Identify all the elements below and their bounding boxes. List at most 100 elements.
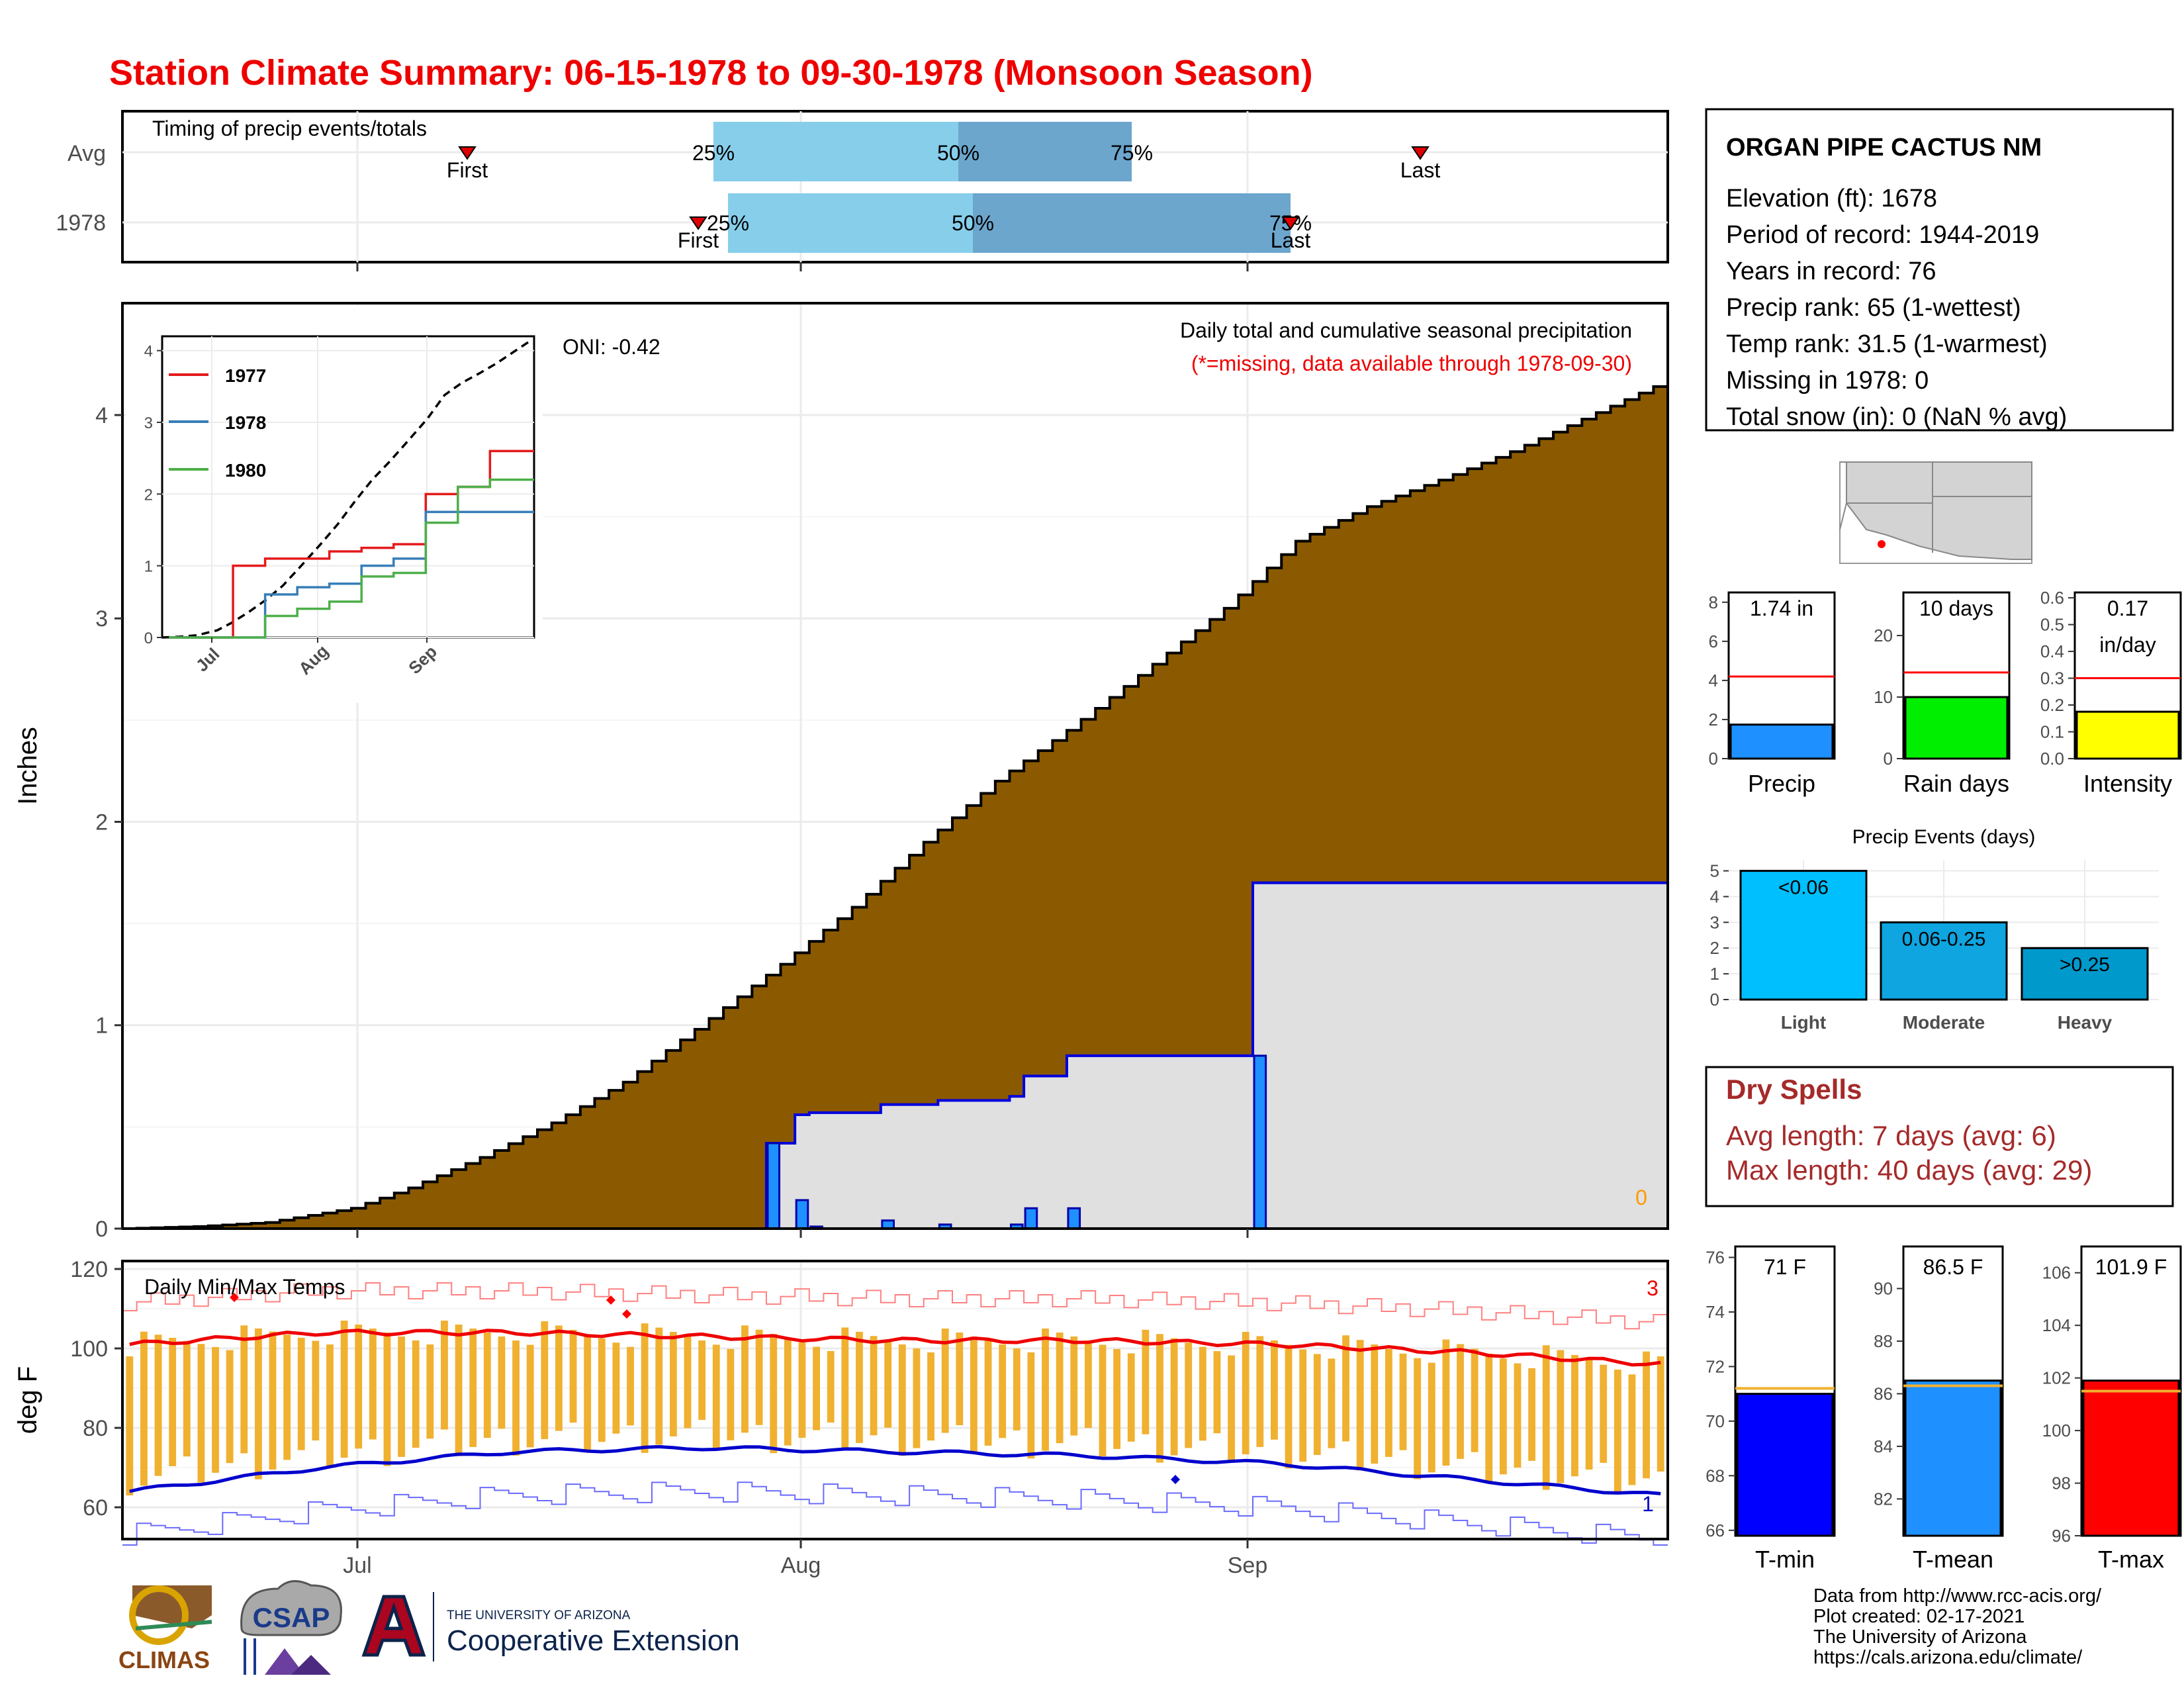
temp-bar-tick-label: 82 (1874, 1489, 1893, 1509)
temp-range-bar (1371, 1344, 1379, 1464)
y-tick-label: 4 (95, 403, 108, 428)
temp-bar-label: T-mean (1913, 1546, 1993, 1573)
temp-range-bar (1271, 1340, 1278, 1440)
temp-range-bar (1442, 1339, 1450, 1466)
yr-last-marker (1281, 216, 1300, 230)
temp-bar-tick-label: 74 (1706, 1302, 1725, 1322)
temp-range-bar (483, 1333, 491, 1438)
temp-range-bar (1185, 1342, 1193, 1448)
temp-bar-value-text: 101.9 F (2095, 1255, 2167, 1279)
temp-bar-tick-label: 98 (2052, 1474, 2071, 1493)
temp-range-bar (684, 1336, 692, 1429)
temp-range-bar (1514, 1363, 1522, 1468)
avg-min-line (129, 1445, 1661, 1495)
temp-range-bar (1328, 1358, 1336, 1448)
temp-range-bar (269, 1331, 277, 1470)
temp-range-bar (1414, 1358, 1422, 1479)
mini-tick-label: 0.2 (2040, 695, 2064, 715)
mini-value-text: in/day (2099, 633, 2156, 657)
temp-range-bar (856, 1331, 863, 1443)
temp-range-bar (598, 1338, 606, 1442)
events-bar-label: Light (1781, 1012, 1826, 1033)
temp-range-bar (254, 1328, 262, 1479)
avg-q25-q50-bar (713, 122, 958, 181)
temp-range-bar (741, 1325, 749, 1433)
dry-spells-box: Dry Spells Avg length: 7 days (avg: 6) M… (1705, 1066, 2174, 1207)
temp-y-tick-label: 100 (70, 1336, 108, 1362)
temp-bar-tick-label: 104 (2042, 1315, 2071, 1335)
daily-precip-bar (766, 1142, 781, 1230)
mini-tick-label: 6 (1709, 632, 1718, 651)
mini-tick-label: 4 (1709, 671, 1718, 690)
temp-range-bar (669, 1332, 677, 1436)
station-years: Years in record: 76 (1726, 258, 1936, 285)
mini-label: Precip (1748, 770, 1815, 797)
temp-range-bar (913, 1348, 921, 1448)
mini-bar-chart-1: 0 10 20 10 days Rain days (1874, 591, 2011, 797)
temp-bar-tick-label: 106 (2042, 1263, 2071, 1283)
temp-value-bar (1736, 1393, 1834, 1537)
avg-q75-label: 75% (1111, 141, 1153, 165)
temp-range-bar (355, 1325, 363, 1449)
temp-bar-label: T-max (2098, 1546, 2164, 1573)
station-name: ORGAN PIPE CACTUS NM (1726, 134, 2042, 162)
mini-tick-label: 8 (1709, 592, 1718, 612)
temp-range-bar (1299, 1349, 1307, 1462)
inset-y-tick-label: 1 (144, 558, 153, 576)
temp-range-bar (1499, 1358, 1507, 1475)
timing-row-avg: Avg (68, 141, 106, 166)
temp-range-bar (698, 1340, 706, 1421)
footer-line-created: Plot created: 02-17-2021 (1813, 1606, 2025, 1627)
timing-panel: Timing of precip events/totals Avg 1978 … (56, 110, 1669, 263)
mini-tick-label: 20 (1874, 626, 1893, 645)
yr-first-label: First (678, 228, 719, 252)
yr-q25-q50-bar (728, 193, 973, 253)
inset-legend-1977: 1977 (225, 365, 266, 386)
temp-bar-label: T-min (1755, 1546, 1815, 1573)
temp-bar-tick-label: 86 (1874, 1383, 1893, 1403)
temp-bar-value-text: 71 F (1764, 1255, 1806, 1279)
x-label-jul: Jul (343, 1553, 371, 1578)
mini-value-bar (1904, 696, 2009, 760)
temp-high-count: 3 (1647, 1276, 1659, 1300)
mini-bar-chart-2: 0.0 0.1 0.2 0.3 0.4 0.5 0.6 0.17 in/day Intensity (2040, 588, 2182, 797)
avg-q50-label: 50% (937, 141, 979, 165)
temp-range-bar (827, 1350, 835, 1423)
temp-y-axis: 60 80 100 120 (70, 1257, 122, 1521)
ua-logo: THE UNIVERSITY OF ARIZONA Cooperative Ex… (361, 1592, 740, 1662)
mini-tick-label: 0 (1709, 749, 1718, 769)
footer-credits: Data from http://www.rcc-acis.org/ Plot … (1813, 1585, 2102, 1668)
temp-range-bar (1242, 1331, 1250, 1454)
mini-label: Rain days (1903, 770, 2009, 797)
temp-value-bar (1904, 1380, 2002, 1537)
temp-value-bar (2082, 1380, 2180, 1537)
inset-legend: 1977 1978 1980 (169, 365, 266, 481)
inset-y-axis: 0 1 2 3 4 (144, 343, 162, 647)
temp-bar-charts: 66 68 70 72 74 76 71 F T-min 82 84 86 88 90 86.5 F T-m… (1706, 1245, 2182, 1573)
temp-range-bar (154, 1335, 162, 1476)
temp-range-bar (1213, 1351, 1221, 1434)
temp-range-bar (297, 1337, 305, 1450)
temp-range-bar (197, 1344, 205, 1483)
x-axis: Jul Aug Sep (343, 262, 1267, 1578)
temp-bar-chart-0: 66 68 70 72 74 76 71 F T-min (1706, 1245, 1836, 1573)
temp-range-bar (1643, 1351, 1650, 1479)
temp-bar-tick-label: 76 (1706, 1247, 1725, 1267)
temp-panel: Daily Min/Max Temps 3 1 60 80 100 120 deg F (13, 1257, 1669, 1546)
temp-range-bar (984, 1340, 992, 1446)
record-max-line (122, 1282, 1668, 1330)
footer-line-ua: The University of Arizona (1813, 1626, 2027, 1648)
events-tick-label: 0 (1710, 990, 1719, 1009)
precip-header: Daily total and cumulative seasonal prec… (1180, 318, 1632, 342)
events-tick-label: 1 (1710, 964, 1719, 984)
mini-tick-label: 0 (1884, 749, 1893, 769)
temp-range-bar (798, 1342, 806, 1438)
dry-spells-avg: Avg length: 7 days (avg: 6) (1726, 1120, 2056, 1151)
temp-range-bar (1614, 1369, 1621, 1492)
temp-range-bar (1342, 1335, 1349, 1442)
temp-bar-tick-label: 66 (1706, 1521, 1725, 1540)
temp-range-bar (870, 1336, 878, 1436)
events-tick-label: 4 (1710, 886, 1719, 906)
